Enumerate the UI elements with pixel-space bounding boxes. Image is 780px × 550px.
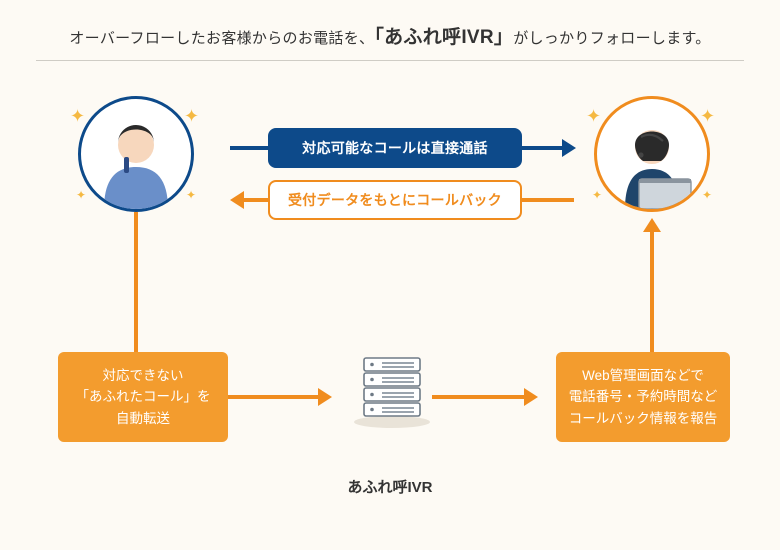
headline-bold: 「あふれ呼IVR」 — [374, 27, 513, 48]
customer-icon — [78, 96, 194, 212]
pill-direct-call: 対応可能なコールは直接通話 — [268, 128, 522, 168]
headline: オーバーフローしたお客様からのお電話を、「あふれ呼IVR」がしっかりフォローしま… — [0, 22, 780, 49]
sparkle-icon: ✦ — [184, 106, 199, 127]
sparkle-icon: ✦ — [700, 106, 715, 127]
sparkle-icon: ✦ — [76, 188, 86, 202]
server-icon — [352, 354, 432, 428]
operator-icon — [594, 96, 710, 212]
sparkle-icon: ✦ — [586, 106, 601, 127]
box-report: Web管理画面などで電話番号・予約時間などコールバック情報を報告 — [556, 352, 730, 442]
headline-divider — [36, 60, 744, 61]
box-report-text: Web管理画面などで電話番号・予約時間などコールバック情報を報告 — [569, 365, 718, 430]
box-auto-forward-text: 対応できない「あふれたコール」を自動転送 — [76, 365, 211, 430]
arrow-callback-right-stub — [522, 198, 574, 202]
arrow-direct-left — [230, 146, 268, 150]
sparkle-icon: ✦ — [592, 188, 602, 202]
pill-callback: 受付データをもとにコールバック — [268, 180, 522, 220]
arrow-box-to-server — [228, 395, 318, 399]
sparkle-icon: ✦ — [702, 188, 712, 202]
server-label: あふれ呼IVR — [310, 476, 470, 497]
box-auto-forward: 対応できない「あふれたコール」を自動転送 — [58, 352, 228, 442]
pill-direct-label: 対応可能なコールは直接通話 — [302, 138, 488, 158]
arrow-callback-left — [244, 198, 268, 202]
arrow-direct-right — [522, 146, 562, 150]
headline-pre: オーバーフローしたお客様からのお電話を、 — [69, 30, 374, 47]
arrow-server-to-box — [432, 395, 524, 399]
pill-callback-label: 受付データをもとにコールバック — [288, 190, 502, 210]
line-customer-to-box — [134, 212, 138, 352]
sparkle-icon: ✦ — [70, 106, 85, 127]
sparkle-icon: ✦ — [186, 188, 196, 202]
headline-post: がしっかりフォローします。 — [513, 30, 710, 47]
arrow-box-to-operator — [650, 232, 654, 352]
diagram-canvas: オーバーフローしたお客様からのお電話を、「あふれ呼IVR」がしっかりフォローしま… — [0, 0, 780, 550]
